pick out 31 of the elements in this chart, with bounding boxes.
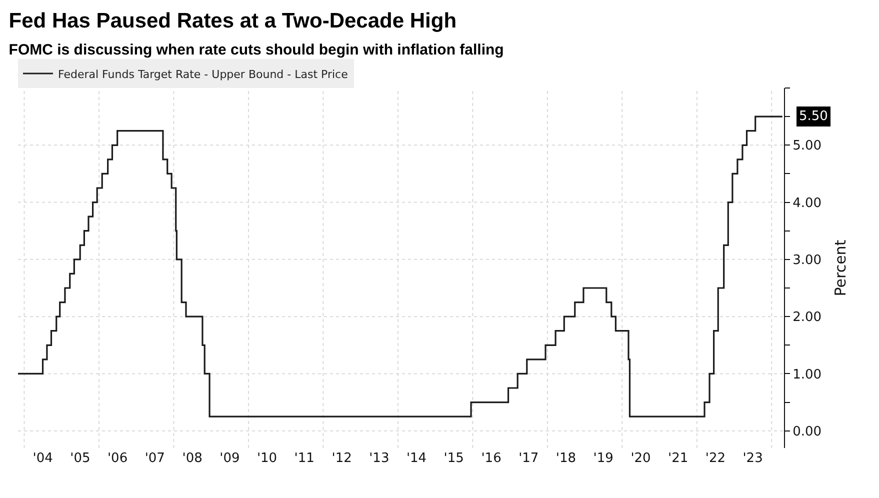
x-tick-label: '07 <box>144 451 165 466</box>
x-tick-label: '04 <box>32 451 53 466</box>
legend-label: Federal Funds Target Rate - Upper Bound - Last Price <box>58 68 348 81</box>
x-tick-label: '21 <box>668 451 688 466</box>
y-axis-title: Percent <box>832 240 850 296</box>
x-tick-label: '08 <box>182 451 202 466</box>
annotation: 5.50 <box>799 109 828 124</box>
x-tick-label: '22 <box>705 451 726 466</box>
y-tick-label: 4.00 <box>792 196 822 211</box>
chart-subtitle: FOMC is discussing when rate cuts should begin with inflation falling <box>8 42 504 59</box>
x-tick-label: '23 <box>742 451 763 466</box>
y-tick-label: 5.00 <box>792 138 822 154</box>
chart-title: Fed Has Paused Rates at a Two-Decade High <box>8 9 457 32</box>
y-tick-label: 1.00 <box>792 367 822 382</box>
x-tick-label: '05 <box>70 451 90 466</box>
x-tick-label: '11 <box>294 451 314 466</box>
y-tick-label: 3.00 <box>792 252 822 268</box>
x-tick-label: '17 <box>518 451 539 466</box>
x-tick-label: '09 <box>220 451 240 466</box>
y-tick-label: 0.00 <box>792 424 822 440</box>
x-tick-label: '13 <box>369 451 390 466</box>
x-tick-label: '10 <box>256 451 278 466</box>
x-tick-label: '18 <box>556 451 576 466</box>
x-tick-label: '16 <box>481 451 502 466</box>
x-tick-label: '20 <box>630 451 651 466</box>
x-tick-label: '06 <box>107 451 128 466</box>
x-tick-label: '14 <box>406 451 427 466</box>
x-tick-label: '12 <box>332 451 352 466</box>
y-tick-label: 2.00 <box>792 310 822 326</box>
x-tick-label: '19 <box>593 451 614 466</box>
x-tick-label: '15 <box>444 451 464 466</box>
